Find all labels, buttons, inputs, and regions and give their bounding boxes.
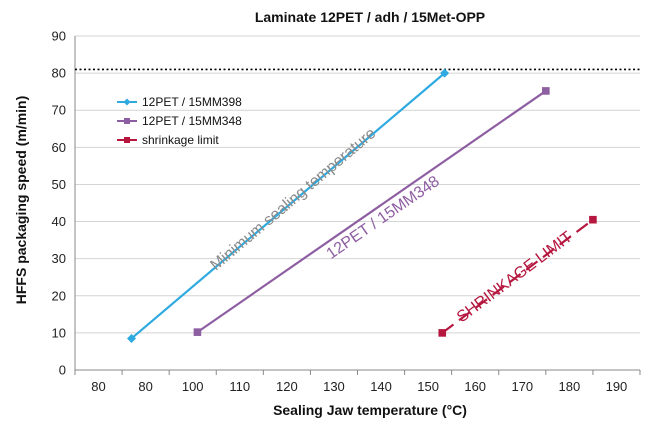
x-tick-label: 190 (606, 379, 628, 394)
chart-title: Laminate 12PET / adh / 15Met-OPP (255, 9, 485, 25)
legend-entry: 12PET / 15MM348 (142, 114, 242, 128)
y-tick-label: 60 (52, 140, 66, 155)
data-point (589, 215, 597, 224)
data-point (542, 87, 550, 95)
data-point (124, 118, 130, 124)
y-tick-label: 90 (52, 29, 66, 44)
data-point (127, 333, 136, 343)
x-tick-label: 120 (276, 379, 298, 394)
data-point (438, 329, 447, 337)
annotation-label: SHRINKAGE LIMIT (454, 228, 576, 326)
series-line (441, 218, 594, 334)
y-tick-label: 70 (52, 103, 66, 118)
y-tick-label: 80 (52, 66, 66, 81)
data-point (440, 68, 450, 78)
x-tick-label: 130 (323, 379, 345, 394)
axes: 0 10 20 30 40 50 60 70 80 90 80 80 100 110 120 130 140 15… (52, 29, 641, 394)
x-tick-label: 80 (138, 379, 152, 394)
x-tick-label: 180 (559, 379, 581, 394)
y-tick-label: 10 (52, 325, 66, 340)
y-tick-label: 30 (52, 251, 66, 266)
legend: 12PET / 15MM398 12PET / 15MM348 shrinkage … (117, 95, 242, 147)
x-tick-label: 150 (417, 379, 439, 394)
x-tick-label: 80 (91, 379, 105, 394)
annotation-label: 12PET / 15MM348 (324, 173, 443, 263)
x-tick-label: 160 (464, 379, 486, 394)
y-tick-label: 50 (52, 177, 66, 192)
x-tick-label: 170 (511, 379, 533, 394)
x-tick-label: 110 (229, 379, 250, 394)
legend-entry: 12PET / 15MM398 (142, 95, 242, 109)
y-axis-label: HFFS packaging speed (m/min) (13, 96, 29, 304)
data-point (123, 98, 131, 106)
y-tick-label: 0 (59, 363, 66, 378)
legend-entry: shrinkage limit (142, 133, 219, 147)
data-point (193, 328, 202, 336)
data-point (124, 137, 130, 143)
x-axis-label: Sealing Jaw temperature (°C) (273, 402, 467, 418)
series-line (196, 90, 547, 334)
series-line (130, 72, 446, 340)
x-tick-label: 140 (370, 379, 392, 394)
series-layer (127, 68, 597, 343)
grid (75, 35, 640, 334)
x-tick-label: 100 (182, 379, 204, 394)
y-tick-label: 20 (52, 288, 66, 303)
y-tick-label: 40 (52, 214, 66, 229)
